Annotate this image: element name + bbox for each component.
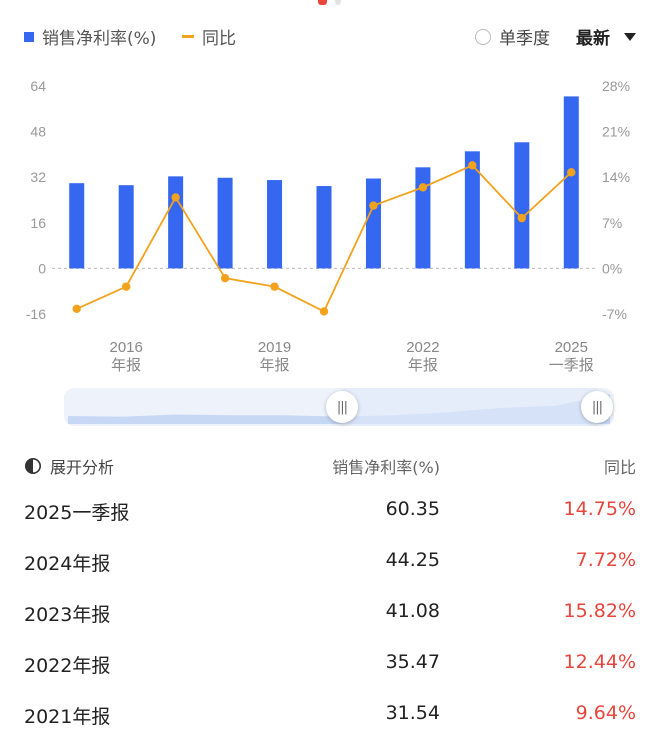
row-value: 44.25 [385, 549, 440, 571]
yoy-point [270, 282, 279, 291]
page-indicator-dot [335, 0, 341, 5]
left-axis-tick: -16 [26, 306, 46, 322]
period-select[interactable]: 最新 [576, 24, 636, 49]
bar-legend-swatch [24, 31, 34, 42]
yoy-point [319, 307, 329, 316]
row-yoy: 15.82% [563, 600, 636, 622]
expand-analysis-label: 展开分析 [50, 458, 115, 477]
table-row[interactable]: 2021年报 31.54 9.64% [24, 692, 636, 743]
net-margin-chart: 644832160-1628%21%14%7%0%-7%2016年报2019年报… [26, 78, 630, 374]
pie-chart-icon [24, 457, 42, 475]
x-axis-tick-year: 2025 [555, 339, 588, 356]
yoy-point [567, 168, 576, 177]
period-select-value: 最新 [576, 29, 610, 49]
left-axis-tick: 48 [30, 124, 46, 140]
yoy-point [72, 304, 81, 313]
row-yoy: 7.72% [575, 549, 636, 571]
row-yoy: 9.64% [575, 702, 636, 724]
legend-item-line[interactable]: 同比 [182, 24, 236, 49]
yoy-point [369, 201, 378, 210]
x-axis-tick-year: 2016 [109, 339, 142, 356]
yoy-point [171, 193, 180, 202]
bar [168, 176, 184, 269]
yoy-point [418, 183, 428, 192]
legend-item-bar[interactable]: 销售净利率(%) [24, 24, 156, 49]
row-period: 2025一季报 [24, 502, 130, 524]
single-quarter-label: 单季度 [499, 29, 550, 49]
row-period: 2021年报 [24, 706, 111, 728]
bar [415, 167, 431, 269]
table-row[interactable]: 2024年报 44.25 7.72% [24, 539, 636, 590]
row-value: 60.35 [385, 498, 440, 520]
table-row[interactable]: 2023年报 41.08 15.82% [24, 590, 636, 641]
bar [69, 183, 85, 269]
bar [267, 180, 283, 269]
single-quarter-radio[interactable]: 单季度 [475, 24, 550, 49]
right-axis-tick: -7% [602, 306, 627, 322]
range-handle-left[interactable]: ||| [326, 391, 358, 423]
bar [217, 177, 233, 269]
x-axis-tick-year: 2019 [258, 339, 291, 356]
bar [316, 186, 332, 269]
left-axis-tick: 16 [30, 215, 46, 231]
radio-circle-icon [475, 28, 491, 45]
data-table: 展开分析 销售净利率(%) 同比 2025一季报 60.35 14.75% 2024年… [24, 450, 636, 743]
expand-analysis-button[interactable]: 展开分析 [24, 454, 114, 478]
legend-bar-label: 销售净利率(%) [42, 29, 157, 49]
right-axis-tick: 28% [602, 78, 630, 94]
bar [514, 142, 530, 269]
line-legend-swatch [182, 35, 194, 38]
column-header-yoy: 同比 [603, 458, 636, 477]
range-handle-right[interactable]: ||| [581, 391, 613, 423]
table-row[interactable]: 2022年报 35.47 12.44% [24, 641, 636, 692]
table-header: 展开分析 销售净利率(%) 同比 [24, 450, 636, 488]
right-axis-tick: 14% [602, 169, 630, 185]
bar [563, 96, 579, 269]
x-axis-tick-period: 一季报 [549, 357, 594, 374]
chevron-down-icon [624, 32, 636, 41]
yoy-point [517, 213, 527, 223]
yoy-point [121, 282, 131, 291]
bar [365, 178, 381, 269]
yoy-point [468, 161, 477, 170]
x-axis-tick-year: 2022 [406, 339, 439, 356]
left-axis-tick: 32 [30, 169, 46, 185]
legend-line-label: 同比 [202, 29, 236, 49]
row-period: 2023年报 [24, 604, 111, 626]
right-axis-tick: 0% [602, 260, 622, 276]
bar [464, 151, 480, 269]
row-period: 2022年报 [24, 655, 111, 677]
page-indicator-active-dot [318, 0, 327, 5]
row-value: 35.47 [385, 651, 440, 673]
row-value: 41.08 [385, 600, 440, 622]
row-yoy: 12.44% [563, 651, 636, 673]
chart-legend: 销售净利率(%) 同比 单季度 最新 [24, 24, 636, 52]
right-axis-tick: 21% [602, 124, 630, 140]
row-value: 31.54 [385, 702, 440, 724]
column-header-value: 销售净利率(%) [332, 458, 440, 477]
bar [118, 185, 134, 269]
left-axis-tick: 64 [30, 78, 46, 94]
overview-selected-range [342, 388, 597, 426]
right-axis-tick: 7% [602, 215, 622, 231]
table-row[interactable]: 2025一季报 60.35 14.75% [24, 488, 636, 539]
left-axis-tick: 0 [38, 260, 46, 276]
range-scroller[interactable]: ||| ||| [64, 388, 614, 426]
x-axis-tick-period: 年报 [260, 357, 290, 374]
x-axis-tick-period: 年报 [408, 357, 438, 374]
x-axis-tick-period: 年报 [111, 357, 141, 374]
yoy-point [220, 273, 230, 283]
row-period: 2024年报 [24, 553, 111, 575]
row-yoy: 14.75% [563, 498, 636, 520]
